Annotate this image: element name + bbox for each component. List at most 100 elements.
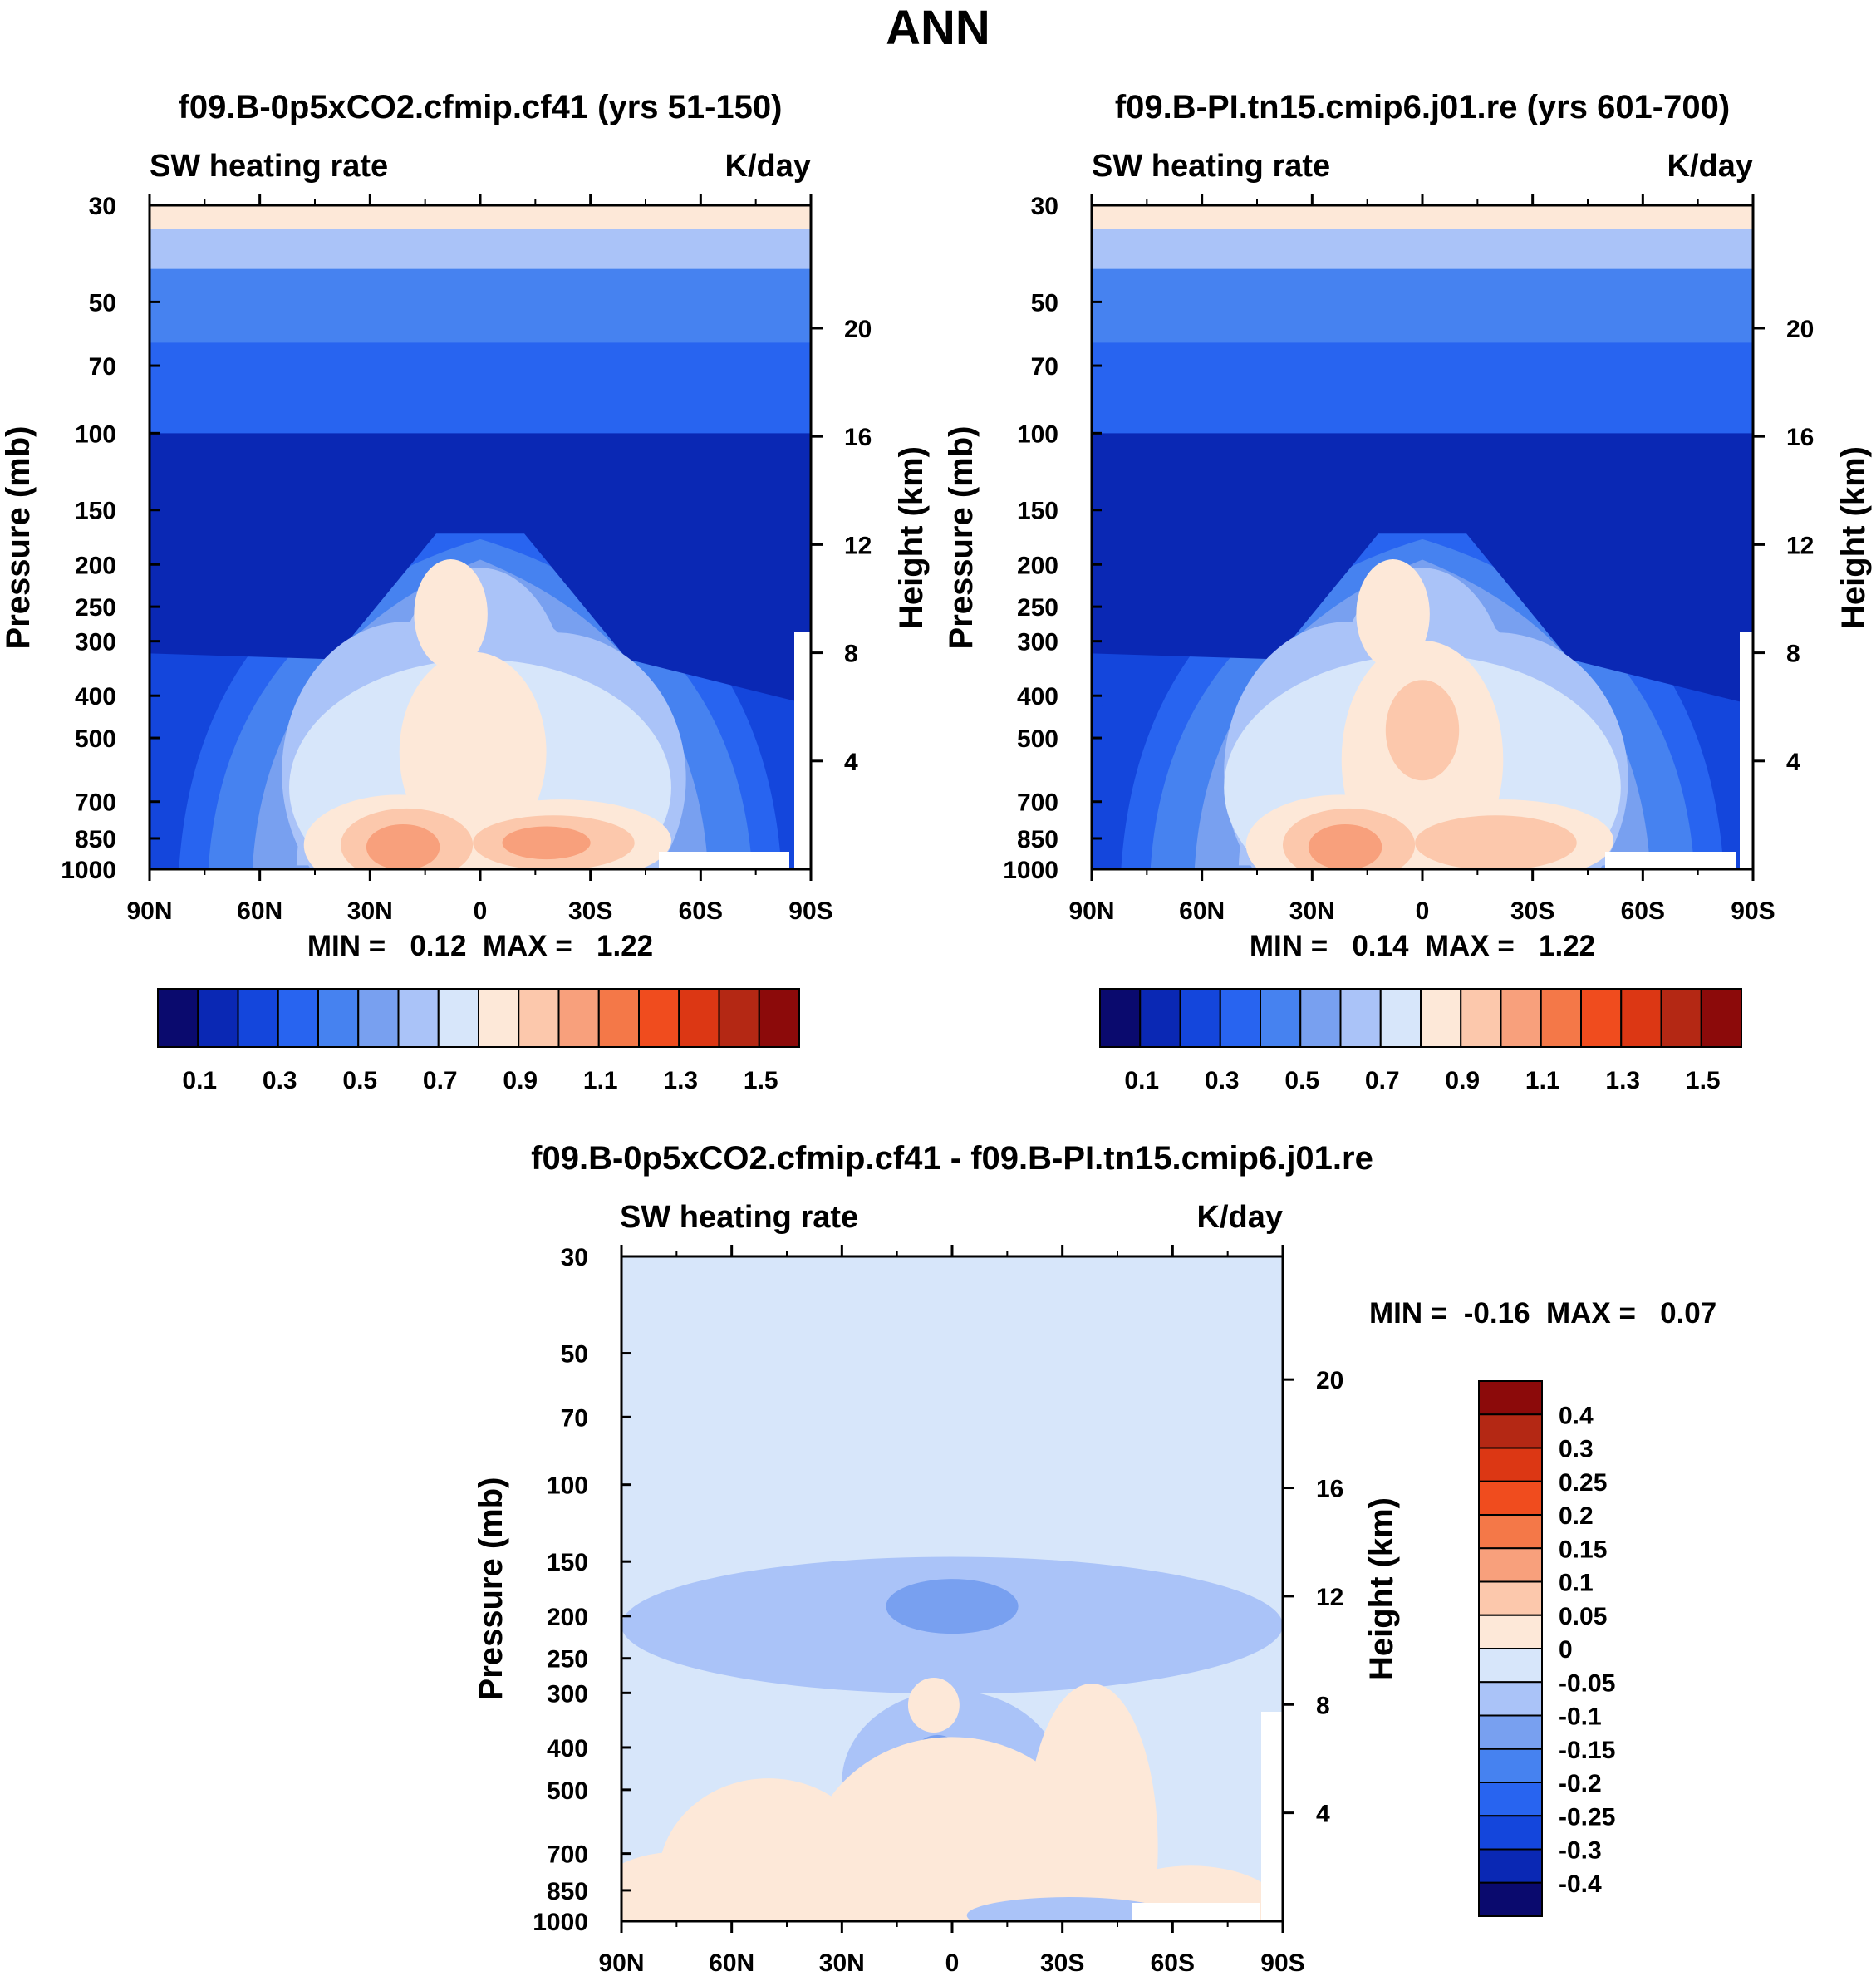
y-tick-label: 700: [75, 789, 116, 817]
y-tick-label-right: 12: [1786, 532, 1814, 559]
colorbar-label: 1.1: [1525, 1067, 1560, 1094]
colorbar-swatch: [1478, 1514, 1543, 1550]
x-tick-label: 30N: [819, 1949, 865, 1977]
x-tick-label: 60S: [679, 897, 723, 925]
colorbar-label: 0.7: [1365, 1067, 1400, 1094]
colorbar-label: 0.05: [1559, 1603, 1607, 1630]
colorbar-swatch: [277, 988, 319, 1048]
y-tick-label-right: 8: [844, 641, 858, 668]
colorbar-swatch: [1339, 988, 1382, 1048]
panel-units: K/day: [1667, 149, 1753, 184]
y-tick-label: 1000: [1003, 857, 1058, 884]
contour-blob: [1025, 1684, 1158, 1921]
colorbar-swatch: [1299, 988, 1342, 1048]
contour-band: [1092, 509, 1753, 705]
colorbar: 0.1 0.3 0.5 0.7 0.9 1.1 1.3 1.5: [157, 988, 800, 1094]
x-tick-label: 0: [945, 1949, 960, 1977]
colorbar-label: 0.5: [1284, 1067, 1319, 1094]
y-axis-label-right: Height (km): [1835, 446, 1872, 629]
colorbar-swatch: [1478, 1648, 1543, 1684]
colorbar-label: 0.7: [423, 1067, 458, 1094]
panel-units: K/day: [1197, 1200, 1283, 1235]
colorbar-label: 1.5: [744, 1067, 778, 1094]
colorbar-label: 1.3: [1605, 1067, 1640, 1094]
x-tick-label: 0: [474, 897, 488, 925]
contour-field: [621, 1256, 1283, 1921]
contour-blob: [502, 826, 591, 860]
y-tick-label: 70: [89, 353, 116, 381]
y-tick-label: 400: [75, 683, 116, 710]
contour-blob: [1385, 680, 1460, 781]
y-tick-label: 50: [89, 289, 116, 317]
x-tick-label: 60N: [709, 1949, 754, 1977]
y-tick-label: 700: [1017, 789, 1058, 817]
y-tick-label: 30: [561, 1244, 588, 1271]
colorbar-label: 0.1: [1559, 1570, 1594, 1597]
y-axis-label-right: Height (km): [1363, 1497, 1400, 1680]
panel-title: f09.B-0p5xCO2.cfmip.cf41 (yrs 51-150): [179, 89, 783, 125]
y-tick-label: 500: [547, 1777, 588, 1805]
colorbar-swatch: [1660, 988, 1702, 1048]
colorbar-label: -0.1: [1559, 1703, 1602, 1731]
colorbar-swatch: [1540, 988, 1582, 1048]
colorbar-swatch: [1500, 988, 1542, 1048]
colorbar-swatch: [1478, 1580, 1543, 1616]
colorbar-label: 0.4: [1559, 1402, 1594, 1429]
colorbar-swatch: [557, 988, 600, 1048]
y-tick-label-right: 8: [1316, 1692, 1330, 1719]
panel-title: f09.B-0p5xCO2.cfmip.cf41 - f09.B-PI.tn15…: [531, 1140, 1373, 1177]
colorbar-label: 0.3: [1559, 1436, 1594, 1463]
x-tick-label: 90S: [1260, 1949, 1304, 1977]
contour-band: [1092, 433, 1753, 523]
y-tick-label: 30: [1031, 193, 1058, 220]
x-tick-label: 90N: [1068, 897, 1114, 925]
contour-band: [150, 433, 811, 523]
y-tick-label: 250: [547, 1646, 588, 1674]
missing-data-mask: [794, 632, 811, 869]
x-tick-label: 0: [1416, 897, 1430, 925]
contour-blob: [621, 1851, 769, 1921]
colorbar-swatch: [437, 988, 479, 1048]
colorbar: 0.1 0.3 0.5 0.7 0.9 1.1 1.3 1.5: [1099, 988, 1742, 1094]
colorbar-label: 0: [1559, 1636, 1573, 1664]
y-tick-label: 250: [1017, 594, 1058, 622]
y-tick-label: 300: [547, 1680, 588, 1708]
panel-title: f09.B-PI.tn15.cmip6.j01.re (yrs 601-700): [1115, 89, 1730, 125]
missing-data-mask: [1605, 852, 1736, 869]
colorbar-swatch: [1139, 988, 1181, 1048]
y-tick-label-right: 20: [1786, 316, 1814, 343]
panel-units: K/day: [725, 149, 811, 184]
y-tick-label: 500: [75, 725, 116, 753]
y-tick-label: 100: [1017, 420, 1058, 448]
colorbar-swatch: [1478, 1447, 1543, 1482]
colorbar-label: -0.2: [1559, 1770, 1602, 1797]
y-tick-label: 70: [1031, 353, 1058, 381]
y-tick-label-right: 12: [1316, 1584, 1343, 1611]
colorbar-label: 0.9: [503, 1067, 538, 1094]
y-tick-label-right: 4: [1316, 1801, 1330, 1828]
y-tick-label: 850: [1017, 826, 1058, 853]
colorbar-label: 0.3: [263, 1067, 297, 1094]
x-tick-label: 60S: [1621, 897, 1665, 925]
colorbar-label: 0.5: [342, 1067, 377, 1094]
x-tick-label: 60S: [1151, 1949, 1195, 1977]
colorbar-swatch: [518, 988, 560, 1048]
colorbar-swatch: [1478, 1782, 1543, 1817]
colorbar-label: 0.9: [1445, 1067, 1480, 1094]
y-tick-label: 150: [1017, 498, 1058, 525]
colorbar-swatch: [1478, 1681, 1543, 1717]
colorbar-label: 1.3: [663, 1067, 698, 1094]
y-tick-label: 150: [75, 498, 116, 525]
colorbar-label: -0.15: [1559, 1737, 1615, 1764]
y-tick-label: 100: [547, 1472, 588, 1500]
y-tick-label-right: 16: [844, 424, 872, 451]
x-tick-label: 30S: [1510, 897, 1554, 925]
colorbar-swatch: [1700, 988, 1742, 1048]
contour-band: [1092, 205, 1753, 229]
y-tick-label: 70: [561, 1404, 588, 1432]
colorbar-swatch: [1478, 1614, 1543, 1649]
colorbar-label: 0.2: [1559, 1502, 1594, 1530]
y-tick-label: 850: [547, 1878, 588, 1905]
x-tick-label: 90S: [788, 897, 832, 925]
